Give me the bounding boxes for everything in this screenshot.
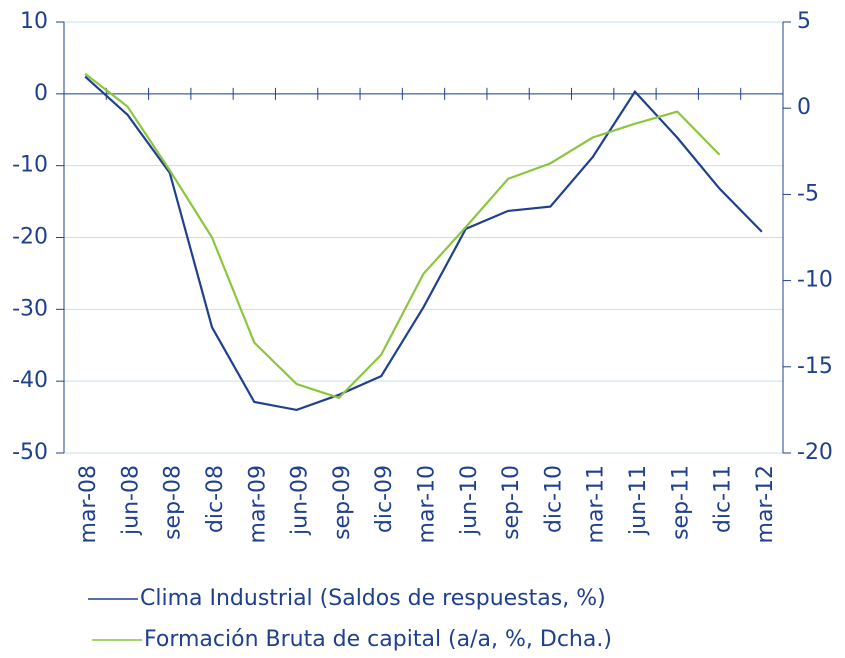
x-tick-label: dic-09 [372, 465, 397, 533]
y-tick-label: -20 [12, 225, 48, 250]
y-tick-label: -10 [12, 153, 48, 178]
y2-tick-label: 5 [797, 9, 811, 34]
x-tick-label: sep-11 [668, 465, 693, 540]
legend-label: Clima Industrial (Saldos de respuestas, … [140, 586, 606, 611]
y2-tick-label: 0 [797, 95, 811, 120]
x-tick-label: mar-11 [584, 465, 609, 543]
series-line [84, 72, 721, 400]
y-tick-label: 0 [34, 81, 48, 106]
y2-tick-label: -10 [797, 268, 833, 293]
x-tick-label: jun-09 [288, 465, 313, 536]
x-tick-label: jun-10 [457, 465, 482, 536]
x-tick-label: jun-08 [118, 465, 143, 536]
x-tick-label: sep-09 [330, 465, 355, 540]
y2-tick-label: -20 [797, 440, 833, 465]
x-tick-label: sep-08 [161, 465, 186, 540]
x-tick-label: dic-11 [711, 465, 736, 533]
y-tick-label: 10 [20, 9, 48, 34]
y2-tick-label: -5 [797, 181, 819, 206]
x-tick-label: dic-08 [203, 465, 228, 533]
x-tick-label: mar-10 [415, 465, 440, 543]
y-tick-label: -50 [12, 440, 48, 465]
x-tick-label: jun-11 [626, 465, 651, 536]
x-tick-label: sep-10 [499, 465, 524, 540]
x-tick-label: mar-09 [245, 465, 270, 543]
y-tick-label: -30 [12, 296, 48, 321]
series-line [84, 75, 763, 412]
y2-tick-label: -15 [797, 354, 833, 379]
x-tick-label: mar-12 [753, 465, 778, 543]
x-tick-label: mar-08 [76, 465, 101, 543]
legend-label: Formación Bruta de capital (a/a, %, Dcha… [144, 627, 612, 652]
y-tick-label: -40 [12, 368, 48, 393]
x-tick-label: dic-10 [541, 465, 566, 533]
